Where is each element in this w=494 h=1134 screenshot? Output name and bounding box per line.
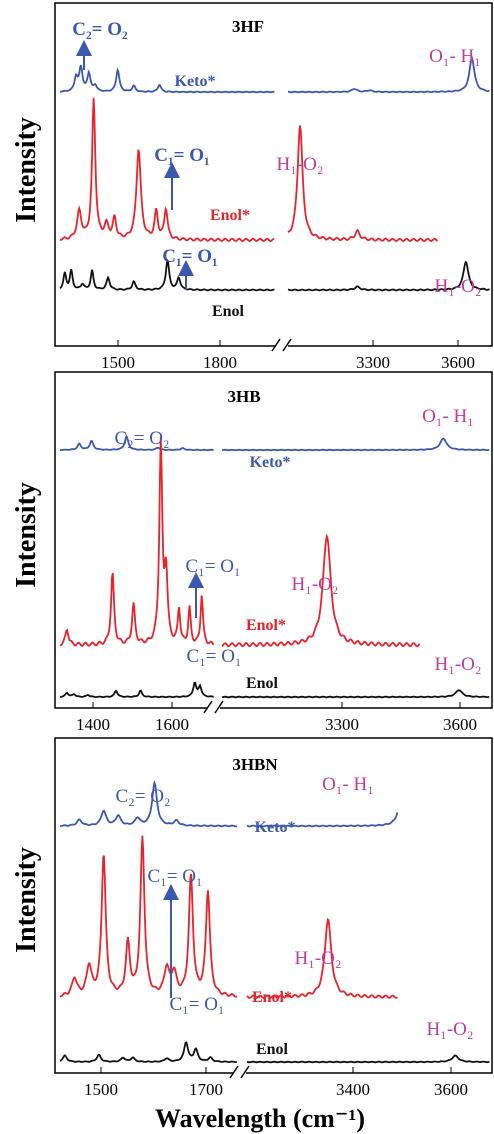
axis-break [229, 1065, 250, 1079]
x-tick-label: 3400 [336, 1080, 370, 1099]
x-tick-label: 1500 [101, 353, 135, 372]
panel-3hbn: 3HBN 1500 1700 3400 3600 Keto* Enol* Eno… [54, 737, 493, 1099]
series-line-enol-star-left [59, 835, 238, 998]
annotation-o1-h1: O₁- H₁ [429, 46, 481, 67]
annotation-o1-h1: O₁- H₁ [322, 774, 374, 795]
series-line-enol-left [59, 258, 275, 292]
panel-frame [54, 737, 493, 1074]
series-line-enol-right [287, 260, 490, 292]
series-label-enol-star: Enol* [252, 989, 292, 1006]
series-line-enol-left [59, 681, 214, 699]
annotation-c1-o1-enol: C₁= O₁ [186, 646, 241, 667]
annotation-c1-o1-enol-star: C₁= O₁ [147, 866, 202, 887]
series-label-enol-star: Enol* [210, 207, 250, 224]
axis-break [271, 338, 292, 352]
annotation-c1-o1-enol-star: C₁= O₁ [154, 145, 209, 166]
annotation-h1-o2-enol-star: H₁-O₂ [276, 154, 323, 175]
annotation-c2-o2: C₂= O₂ [114, 428, 169, 449]
series-line-enol-left [59, 1041, 237, 1064]
annotation-h1-o2-enol: H₁-O₂ [434, 276, 481, 297]
annotation-h1-o2-enol-star: H₁-O₂ [291, 574, 338, 595]
series-label-enol: Enol [256, 1041, 289, 1058]
series-label-keto: Keto* [250, 454, 291, 471]
panel-title: 3HBN [232, 755, 278, 774]
x-tick-label: 1400 [76, 715, 110, 734]
y-axis-label-3hf: Intensity [11, 117, 42, 223]
annotation-h1-o2-enol-star: H₁-O₂ [294, 948, 341, 969]
series-line-keto-star-left [59, 779, 238, 828]
series-line-enol-star-left [59, 437, 215, 647]
x-tick-label: 1700 [189, 1080, 223, 1099]
panel-frame [54, 371, 493, 709]
x-tick-label: 3600 [443, 715, 477, 734]
panel-3hf: 3HF 1500 1800 3300 3600 Keto* Enol* Enol… [54, 2, 493, 372]
series-line-enol-star-right [221, 533, 421, 648]
series-line-keto-star-right [221, 437, 490, 452]
x-axis-label: Wavelength (cm⁻¹) [155, 1104, 365, 1133]
x-tick-label: 3600 [434, 1080, 468, 1099]
series-label-keto: Keto* [255, 819, 296, 836]
x-tick-label: 1800 [203, 353, 237, 372]
series-line-keto-star-right [288, 55, 490, 94]
series-line-enol-star-right [287, 125, 439, 242]
annotation-h1-o2-enol: H₁-O₂ [434, 654, 481, 675]
axis-break [203, 700, 224, 714]
panel-3hb: 3HB 1400 1600 3300 3600 Keto* Enol* Enol… [54, 371, 493, 734]
y-axis-label-3hbn: Intensity [11, 847, 42, 953]
annotation-c1-o1-enol: C₁= O₁ [162, 246, 217, 267]
series-label-enol: Enol [246, 675, 279, 692]
annotation-c2-o2: C₂= O₂ [115, 786, 170, 807]
panel-title: 3HF [232, 17, 264, 36]
series-line-keto-star-right [246, 812, 399, 828]
series-line-keto-star-left [59, 434, 214, 452]
series-line-enol-star-right [246, 917, 398, 999]
series-line-enol-right [246, 1054, 490, 1064]
series-line-enol-right [221, 689, 490, 699]
y-axis-label-3hb: Intensity [11, 482, 42, 588]
panel-title: 3HB [227, 387, 260, 406]
annotation-h1-o2-enol: H₁-O₂ [426, 1019, 473, 1040]
x-tick-label: 3300 [356, 353, 390, 372]
x-tick-label: 1600 [155, 715, 189, 734]
x-tick-label: 3600 [441, 353, 475, 372]
series-label-enol-star: Enol* [246, 617, 286, 634]
series-label-keto: Keto* [175, 73, 216, 90]
annotation-c1-o1-enol: C₁= O₁ [169, 994, 224, 1015]
series-label-enol: Enol [212, 303, 245, 320]
annotation-o1-h1: O₁- H₁ [422, 406, 474, 427]
series-line-enol-star-left [59, 97, 275, 242]
annotation-c1-o1-enol-star: C₁= O₁ [185, 556, 240, 577]
x-tick-label: 1500 [84, 1080, 118, 1099]
panel-frame [54, 2, 493, 347]
series-line-keto-star-left [59, 64, 275, 94]
annotation-c2-o2: C₂= O₂ [72, 19, 128, 40]
x-tick-label: 3300 [325, 715, 359, 734]
